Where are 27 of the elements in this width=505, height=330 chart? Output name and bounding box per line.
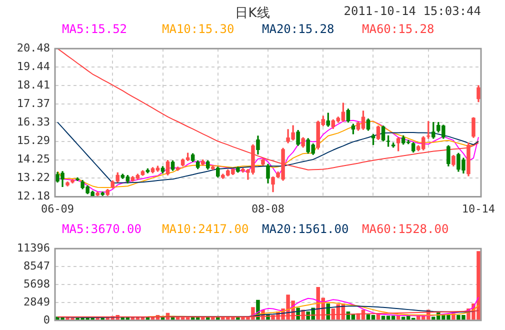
text: MA5:15.52 [62, 22, 128, 37]
y-tick-label: 15.29 [16, 134, 50, 148]
text: MA10:15.30 [162, 22, 236, 37]
text: MA10:2417.00 [162, 222, 250, 237]
text: MA60:15.28 [362, 22, 436, 37]
y-tick-label: 2849 [24, 295, 50, 308]
text: MA20:15.28 [262, 22, 336, 37]
text: MA5:3670.00 [62, 222, 142, 237]
y-tick-label: 0 [43, 313, 50, 326]
y-tick-label: 8547 [24, 259, 50, 272]
y-tick-label: 18.41 [16, 78, 50, 92]
y-tick-label: 16.33 [16, 116, 50, 129]
y-tick-label: 17.37 [16, 96, 50, 110]
y-tick-label: 11396 [16, 241, 50, 254]
text: MA60:1528.00 [362, 222, 450, 237]
x-tick-label: 08-08 [251, 202, 285, 216]
y-tick-label: 19.44 [16, 60, 50, 74]
chart-title: 日K线 [235, 6, 270, 21]
x-tick-label: 10-14 [462, 202, 496, 216]
y-tick-label: 20.48 [16, 41, 50, 54]
y-tick-label: 5698 [24, 277, 50, 290]
y-tick-label: 13.22 [16, 171, 50, 184]
x-tick-label: 06-09 [40, 202, 74, 216]
chart-subtitle: 2011-10-14 15:03:44 [344, 4, 481, 18]
text: MA20:1561.00 [262, 222, 350, 237]
y-tick-label: 14.25 [16, 152, 50, 166]
y-tick-label: 12.18 [16, 190, 50, 203]
